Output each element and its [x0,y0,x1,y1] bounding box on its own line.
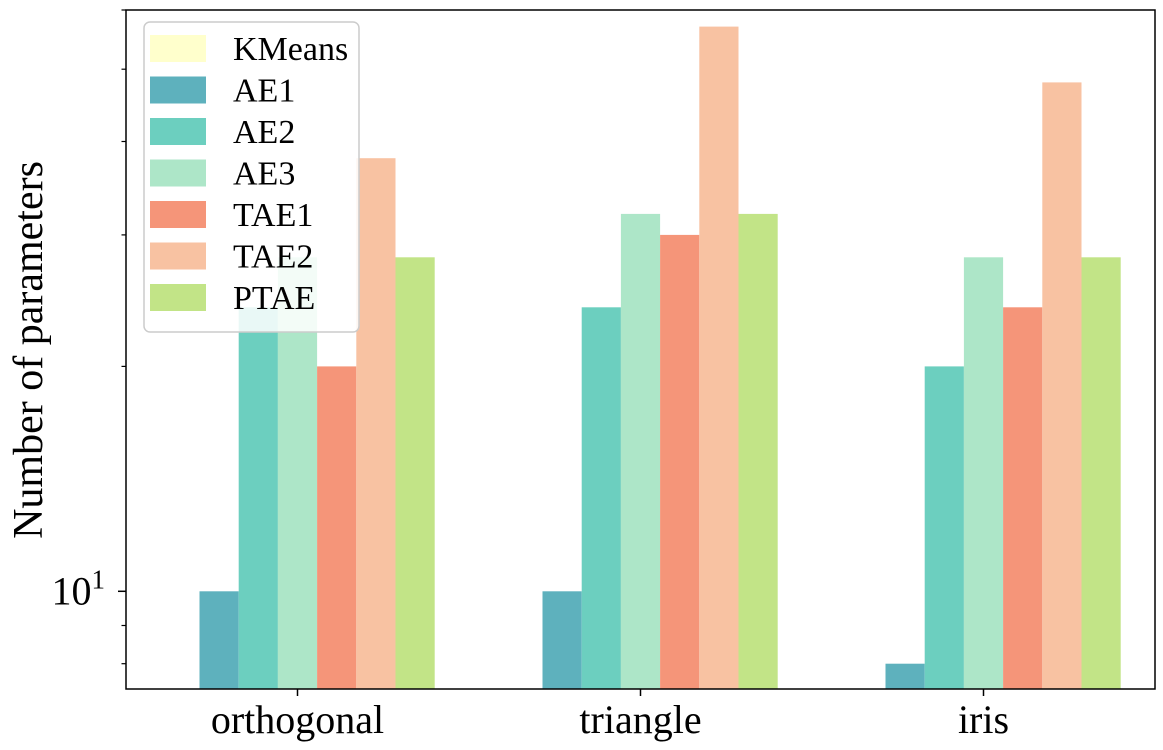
legend-swatch-ae1 [150,76,206,104]
legend: KMeans AE1 AE2 AE3 TAE1 TAE2 PTAE [143,21,360,333]
bar-ptae-triangle [738,213,778,689]
y-axis-ticks: 101 [52,9,126,665]
legend-label-tae2: TAE2 [233,239,313,276]
legend-swatch-ae2 [150,118,206,145]
legend-label-ae1: AE1 [233,73,295,110]
bar-ae2-orthogonal [238,307,278,689]
bar-ae1-iris [885,663,925,689]
bar-tae2-orthogonal [356,158,396,689]
bar-ptae-iris [1081,257,1121,689]
legend-swatch-tae2 [150,242,206,270]
bar-tae2-triangle [699,26,739,690]
bar-ptae-orthogonal [395,257,435,689]
legend-label-ae2: AE2 [233,114,295,151]
legend-swatch-ptae [150,284,206,311]
bar-tae2-iris [1042,82,1082,689]
bar-ae1-triangle [542,591,582,689]
legend-swatch-tae1 [150,201,206,228]
bar-tae1-iris [1003,307,1043,689]
bars-layer [199,26,1121,690]
bar-ae3-iris [963,257,1004,689]
bar-tae1-orthogonal [317,366,357,689]
legend-label-tae1: TAE1 [233,197,313,234]
legend-swatch-kmeans [150,35,206,62]
legend-label-kmeans: KMeans [233,31,348,68]
y-axis-label: Number of parameters [6,161,52,539]
x-tick-label: orthogonal [211,697,384,742]
bar-ae2-triangle [581,307,621,689]
legend-label-ptae: PTAE [233,280,315,317]
bar-ae3-triangle [620,213,661,689]
bar-ae2-iris [924,366,964,689]
x-axis-ticks: orthogonal triangle iris [211,689,1009,742]
y-tick-label: 101 [52,564,106,613]
bar-ae1-orthogonal [199,591,239,689]
bar-tae1-triangle [660,234,700,689]
x-tick-label: iris [958,697,1009,742]
x-tick-label: triangle [579,697,701,742]
legend-label-ae3: AE3 [233,156,295,193]
legend-swatch-ae3 [150,159,206,187]
